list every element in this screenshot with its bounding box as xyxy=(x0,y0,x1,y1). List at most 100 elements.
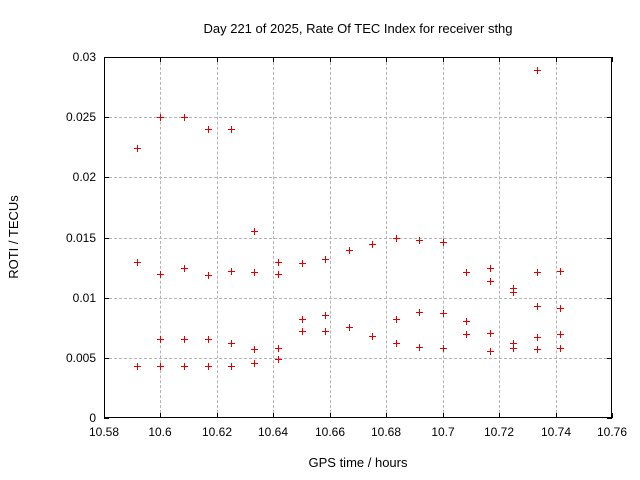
data-point xyxy=(534,346,541,353)
data-point xyxy=(557,331,564,338)
data-point xyxy=(534,334,541,341)
tick-mark-top xyxy=(104,57,105,62)
tick-mark-bottom xyxy=(443,413,444,418)
plot-area xyxy=(104,57,612,418)
data-point xyxy=(463,318,470,325)
data-point xyxy=(157,271,164,278)
data-point xyxy=(205,363,212,370)
tick-mark-left xyxy=(104,298,109,299)
data-point xyxy=(299,328,306,335)
y-tick-label: 0.025 xyxy=(65,110,96,124)
x-tick-label: 10.74 xyxy=(540,425,572,439)
data-point xyxy=(228,340,235,347)
tick-mark-top xyxy=(330,57,331,62)
data-point xyxy=(534,269,541,276)
gridline-vertical xyxy=(160,57,161,418)
data-point xyxy=(251,269,258,276)
gridline-vertical xyxy=(217,57,218,418)
tick-mark-bottom xyxy=(273,413,274,418)
data-point xyxy=(463,331,470,338)
data-point xyxy=(251,346,258,353)
data-point xyxy=(487,330,494,337)
x-axis-label: GPS time / hours xyxy=(308,455,408,470)
x-tick-label: 10.64 xyxy=(257,425,289,439)
y-tick-label: 0 xyxy=(89,411,96,425)
data-point xyxy=(299,316,306,323)
data-point xyxy=(416,237,423,244)
gridline-horizontal xyxy=(104,117,612,118)
y-tick-label: 0.015 xyxy=(65,231,96,245)
tick-mark-bottom xyxy=(612,413,613,418)
tick-mark-bottom xyxy=(104,413,105,418)
data-point xyxy=(205,272,212,279)
data-point xyxy=(510,289,517,296)
data-point xyxy=(369,241,376,248)
data-point xyxy=(534,303,541,310)
data-point xyxy=(181,114,188,121)
tick-mark-left xyxy=(104,418,109,419)
data-point xyxy=(510,340,517,347)
x-tick-label: 10.68 xyxy=(370,425,402,439)
x-tick-label: 10.66 xyxy=(314,425,346,439)
data-point xyxy=(275,356,282,363)
data-point xyxy=(346,324,353,331)
data-point xyxy=(416,344,423,351)
data-point xyxy=(134,145,141,152)
data-point xyxy=(228,126,235,133)
tick-mark-top xyxy=(612,57,613,62)
tick-mark-left xyxy=(104,117,109,118)
gridline-horizontal xyxy=(104,298,612,299)
gridline-vertical xyxy=(443,57,444,418)
tick-mark-right xyxy=(607,177,612,178)
tick-mark-right xyxy=(607,117,612,118)
tick-mark-top xyxy=(217,57,218,62)
data-point xyxy=(275,259,282,266)
data-point xyxy=(228,268,235,275)
data-point xyxy=(251,228,258,235)
y-tick-label: 0.03 xyxy=(72,50,96,64)
data-point xyxy=(393,340,400,347)
y-axis-label: ROTI / TECUs xyxy=(6,195,21,279)
tick-mark-left xyxy=(104,358,109,359)
data-point xyxy=(393,316,400,323)
tick-mark-top xyxy=(556,57,557,62)
x-tick-label: 10.62 xyxy=(201,425,233,439)
data-point xyxy=(322,256,329,263)
data-point xyxy=(440,239,447,246)
tick-mark-right xyxy=(607,57,612,58)
data-point xyxy=(205,336,212,343)
data-point xyxy=(322,328,329,335)
gridline-vertical xyxy=(556,57,557,418)
data-point xyxy=(299,260,306,267)
tick-mark-bottom xyxy=(499,413,500,418)
tick-mark-left xyxy=(104,57,109,58)
tick-mark-top xyxy=(386,57,387,62)
gridline-vertical xyxy=(330,57,331,418)
x-tick-label: 10.76 xyxy=(596,425,628,439)
data-point xyxy=(487,265,494,272)
data-point xyxy=(487,278,494,285)
tick-mark-right xyxy=(607,418,612,419)
data-point xyxy=(275,345,282,352)
data-point xyxy=(157,336,164,343)
gridline-horizontal xyxy=(104,358,612,359)
x-tick-label: 10.6 xyxy=(148,425,172,439)
tick-mark-right xyxy=(607,358,612,359)
data-point xyxy=(346,247,353,254)
data-point xyxy=(228,363,235,370)
tick-mark-bottom xyxy=(330,413,331,418)
data-point xyxy=(275,271,282,278)
tick-mark-left xyxy=(104,177,109,178)
data-point xyxy=(557,305,564,312)
data-point xyxy=(534,67,541,74)
tick-mark-bottom xyxy=(217,413,218,418)
data-point xyxy=(463,269,470,276)
data-point xyxy=(181,265,188,272)
x-tick-label: 10.72 xyxy=(483,425,515,439)
tick-mark-top xyxy=(160,57,161,62)
y-tick-label: 0.02 xyxy=(72,170,96,184)
data-point xyxy=(157,363,164,370)
x-tick-label: 10.58 xyxy=(88,425,120,439)
data-point xyxy=(440,310,447,317)
tick-mark-bottom xyxy=(556,413,557,418)
